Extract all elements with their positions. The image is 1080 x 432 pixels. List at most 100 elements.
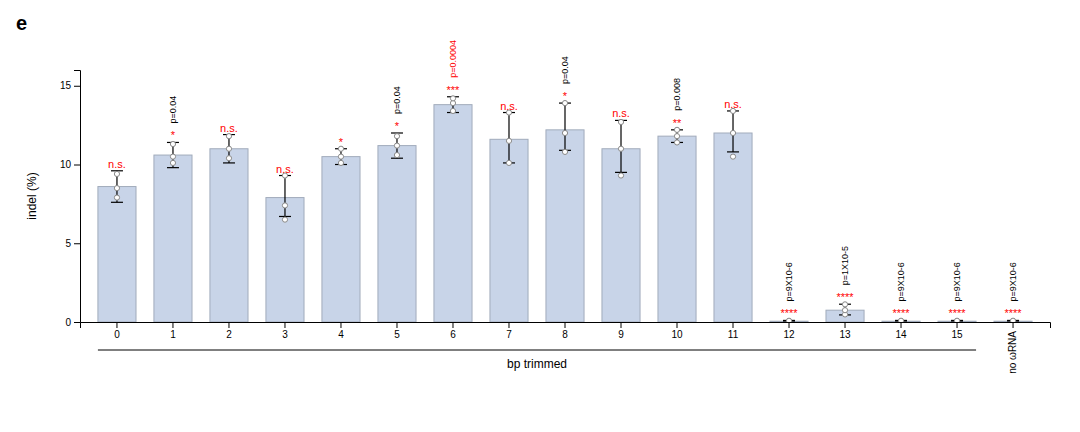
- point: [562, 130, 567, 135]
- x-tick-line: [284, 322, 285, 328]
- p-value-label: p=0.04: [168, 96, 178, 124]
- significance-label: ****: [892, 307, 910, 319]
- y-axis-line: [74, 71, 81, 323]
- significance-label: *: [395, 120, 400, 132]
- x-tick-line: [452, 322, 453, 328]
- point: [170, 160, 175, 165]
- p-value-label: p=9X10-6: [784, 262, 794, 301]
- x-axis-title: bp trimmed: [507, 357, 567, 371]
- error-bar: [615, 120, 627, 172]
- y-axis: 051015: [60, 71, 81, 328]
- point: [618, 119, 623, 124]
- x-tick-label: no ωRNA: [1007, 331, 1018, 374]
- y-axis-title: indel (%): [25, 172, 39, 219]
- x-bracket: [98, 350, 976, 351]
- x-tick: 9: [618, 322, 624, 340]
- error-bar: [391, 133, 403, 158]
- point: [114, 195, 119, 200]
- point: [506, 160, 511, 165]
- y-tick-line: [74, 165, 80, 166]
- point: [226, 156, 231, 161]
- significance-label: ****: [780, 307, 798, 319]
- x-tick-line: [340, 322, 341, 328]
- bar: [210, 149, 248, 322]
- point: [506, 138, 511, 143]
- y-tick-label: 5: [65, 238, 71, 249]
- chart: 0510150123456789101112131415no ωRNAbp tr…: [0, 0, 1080, 432]
- p-value-label: p=0.04: [560, 56, 570, 84]
- point: [1010, 319, 1015, 322]
- x-tick: 7: [506, 322, 512, 340]
- x-tick-line: [733, 322, 734, 328]
- point: [282, 203, 287, 208]
- y-tick-line: [74, 243, 80, 244]
- y-tick-label: 10: [60, 159, 72, 170]
- x-tick-label: 7: [506, 329, 512, 340]
- point: [450, 96, 455, 101]
- x-tick: 8: [562, 322, 568, 340]
- x-tick-line: [396, 322, 397, 328]
- x-tick-label: 13: [839, 329, 851, 340]
- x-tick: 3: [282, 322, 288, 340]
- point: [898, 319, 903, 322]
- p-value-label: p=0.0004: [448, 40, 458, 78]
- bar: [266, 198, 304, 322]
- significance-label: n.s.: [500, 100, 518, 112]
- x-tick: 12: [783, 322, 795, 340]
- error-bar-cap: [167, 167, 179, 168]
- x-tick: 1: [170, 322, 176, 340]
- x-tick-label: 0: [114, 329, 120, 340]
- y-tick-line: [74, 322, 80, 323]
- point: [730, 130, 735, 135]
- x-tick-line: [789, 322, 790, 328]
- x-tick-line: [957, 322, 958, 328]
- point: [618, 146, 623, 151]
- p-value-label: p=9X10-6: [952, 262, 962, 301]
- p-value-label: p=9X10-6: [1008, 262, 1018, 301]
- point: [394, 152, 399, 157]
- point: [842, 308, 847, 313]
- x-tick-line: [228, 322, 229, 328]
- x-axis-line: [81, 323, 1051, 329]
- point: [226, 134, 231, 139]
- significance-label: *: [563, 90, 568, 102]
- bar: [98, 187, 136, 322]
- bar: [546, 130, 584, 322]
- error-bar: [279, 176, 291, 217]
- error-bar-stem: [284, 176, 285, 217]
- x-tick-label: 3: [282, 329, 288, 340]
- x-tick-line: [901, 322, 902, 328]
- p-value-label: p=0.008: [672, 78, 682, 111]
- x-tick-label: 10: [671, 329, 683, 340]
- title: e: [16, 12, 27, 34]
- x-tick: 0: [114, 322, 120, 340]
- x-tick-label: 15: [951, 329, 963, 340]
- point: [226, 146, 231, 151]
- error-bar-cap: [111, 202, 123, 203]
- p-value-label: p=0.04: [392, 86, 402, 114]
- x-tick: 13: [839, 322, 851, 340]
- plot: 0510150123456789101112131415no ωRNAbp tr…: [25, 40, 1051, 374]
- point: [170, 154, 175, 159]
- point: [114, 171, 119, 176]
- point: [394, 134, 399, 139]
- annotations: n.s.*n.s.n.s.*****n.s.*n.s.**n.s.*******…: [108, 40, 1022, 319]
- point: [730, 154, 735, 159]
- significance-label: *: [171, 129, 176, 141]
- x-tick-line: [116, 322, 117, 328]
- x-axis: 0123456789101112131415no ωRNA: [81, 322, 1051, 374]
- error-bar-stem: [508, 113, 509, 163]
- point: [450, 108, 455, 113]
- bar: [490, 139, 528, 322]
- error-bar: [559, 103, 571, 150]
- point: [338, 154, 343, 159]
- significance-label: ***: [447, 84, 461, 96]
- x-tick: 11: [728, 322, 739, 340]
- error-bar-cap: [727, 151, 739, 152]
- significance-label: n.s.: [276, 163, 294, 175]
- significance-label: n.s.: [612, 107, 630, 119]
- x-tick-label: 8: [562, 329, 568, 340]
- x-tick-label: 5: [394, 329, 400, 340]
- p-value-label: p=1X10-5: [840, 246, 850, 285]
- x-tick-label: 14: [895, 329, 907, 340]
